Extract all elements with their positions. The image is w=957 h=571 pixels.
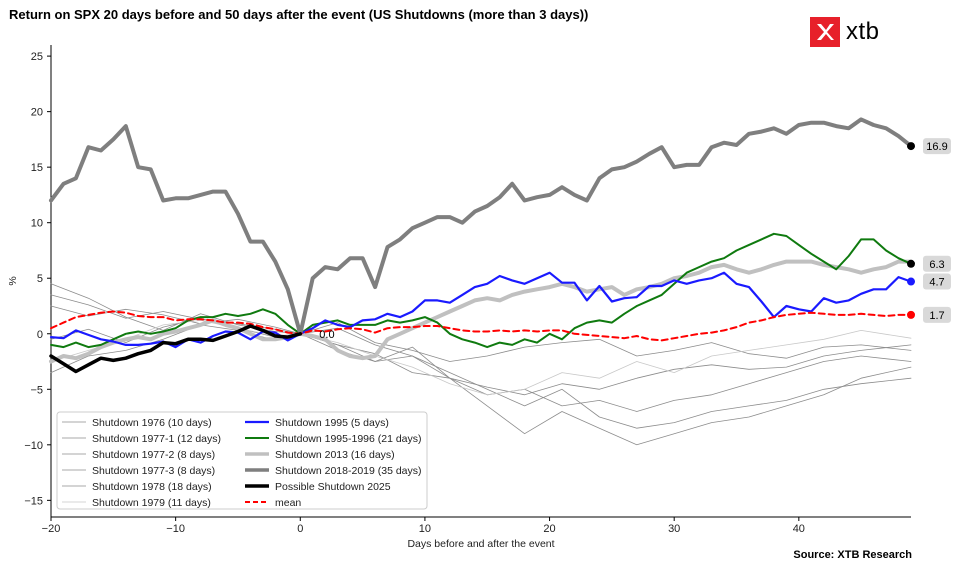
y-tick-label: 0 bbox=[37, 329, 43, 341]
end-label-box bbox=[923, 138, 951, 155]
end-dot bbox=[907, 277, 915, 286]
chart-legend: Shutdown 1976 (10 days) Shutdown 1977-1 (… bbox=[56, 411, 428, 510]
end-dot bbox=[907, 259, 915, 268]
chart-axes: −15 −10 −5 0 5 10 15 20 25 −20 −10 0 10 20 30 40 Days be… bbox=[7, 45, 911, 550]
legend-label: Shutdown 1979 (11 days) bbox=[92, 497, 211, 509]
chart-end-labels: 16.9 6.3 4.7 1.7 bbox=[907, 138, 951, 323]
legend-label: Shutdown 1978 (18 days) bbox=[92, 481, 212, 493]
x-axis-label: Days before and after the event bbox=[407, 538, 554, 550]
y-tick-label: 15 bbox=[31, 162, 43, 174]
y-tick-label: −5 bbox=[30, 384, 43, 396]
series-line bbox=[49, 117, 913, 336]
legend-label: Shutdown 2018-2019 (35 days) bbox=[275, 465, 422, 477]
end-label-text: 16.9 bbox=[926, 141, 947, 153]
legend-label: Shutdown 1995-1996 (21 days) bbox=[275, 433, 422, 445]
series-line bbox=[49, 271, 913, 349]
y-tick-label: 10 bbox=[31, 218, 43, 230]
series-line bbox=[50, 232, 912, 349]
legend-label: Shutdown 1977-2 (8 days) bbox=[92, 449, 215, 461]
series-line bbox=[50, 320, 912, 396]
legend-label: Shutdown 1977-3 (8 days) bbox=[92, 465, 215, 477]
series-line bbox=[49, 259, 913, 364]
y-tick-label: 5 bbox=[37, 273, 43, 285]
series-line bbox=[50, 305, 912, 412]
y-tick-label: −15 bbox=[24, 495, 43, 507]
legend-label: Shutdown 1977-1 (12 days) bbox=[92, 433, 221, 445]
x-tick-label: 40 bbox=[793, 523, 805, 535]
end-dot bbox=[907, 142, 915, 151]
legend-label: Shutdown 2013 (16 days) bbox=[275, 449, 395, 461]
y-tick-label: −10 bbox=[24, 440, 43, 452]
x-tick-label: 30 bbox=[668, 523, 680, 535]
legend-label: mean bbox=[275, 497, 301, 509]
chart-lines: 0.0 bbox=[49, 117, 913, 446]
series-line bbox=[50, 283, 912, 429]
xtb-logo-text: xtb bbox=[846, 18, 880, 45]
source-note: Source: XTB Research bbox=[793, 549, 912, 561]
end-label-box bbox=[923, 255, 951, 272]
end-label-text: 1.7 bbox=[929, 310, 944, 322]
y-tick-label: 25 bbox=[31, 51, 43, 63]
xtb-logo-icon bbox=[810, 17, 840, 47]
series-line bbox=[50, 294, 912, 362]
end-label-box bbox=[923, 306, 951, 323]
legend-label: Shutdown 1995 (5 days) bbox=[275, 417, 389, 429]
y-axis-label: % bbox=[7, 276, 19, 285]
end-label-text: 4.7 bbox=[929, 277, 944, 289]
legend-label: Possible Shutdown 2025 bbox=[275, 481, 391, 493]
y-tick-label: 20 bbox=[31, 107, 43, 119]
zero-label: 0.0 bbox=[319, 329, 334, 341]
chart-title: Return on SPX 20 days before and 50 days… bbox=[9, 7, 589, 22]
x-tick-label: 10 bbox=[419, 523, 431, 535]
end-label-text: 6.3 bbox=[929, 259, 944, 271]
x-tick-label: −10 bbox=[166, 523, 185, 535]
legend-label: Shutdown 1976 (10 days) bbox=[92, 417, 212, 429]
xtb-logo: xtb bbox=[810, 17, 880, 47]
series-line bbox=[49, 324, 303, 374]
end-dot bbox=[907, 310, 915, 319]
end-label-box bbox=[923, 273, 951, 290]
x-tick-label: 0 bbox=[297, 523, 303, 535]
x-tick-label: 20 bbox=[543, 523, 555, 535]
x-tick-label: −20 bbox=[42, 523, 61, 535]
legend-box bbox=[56, 411, 428, 510]
